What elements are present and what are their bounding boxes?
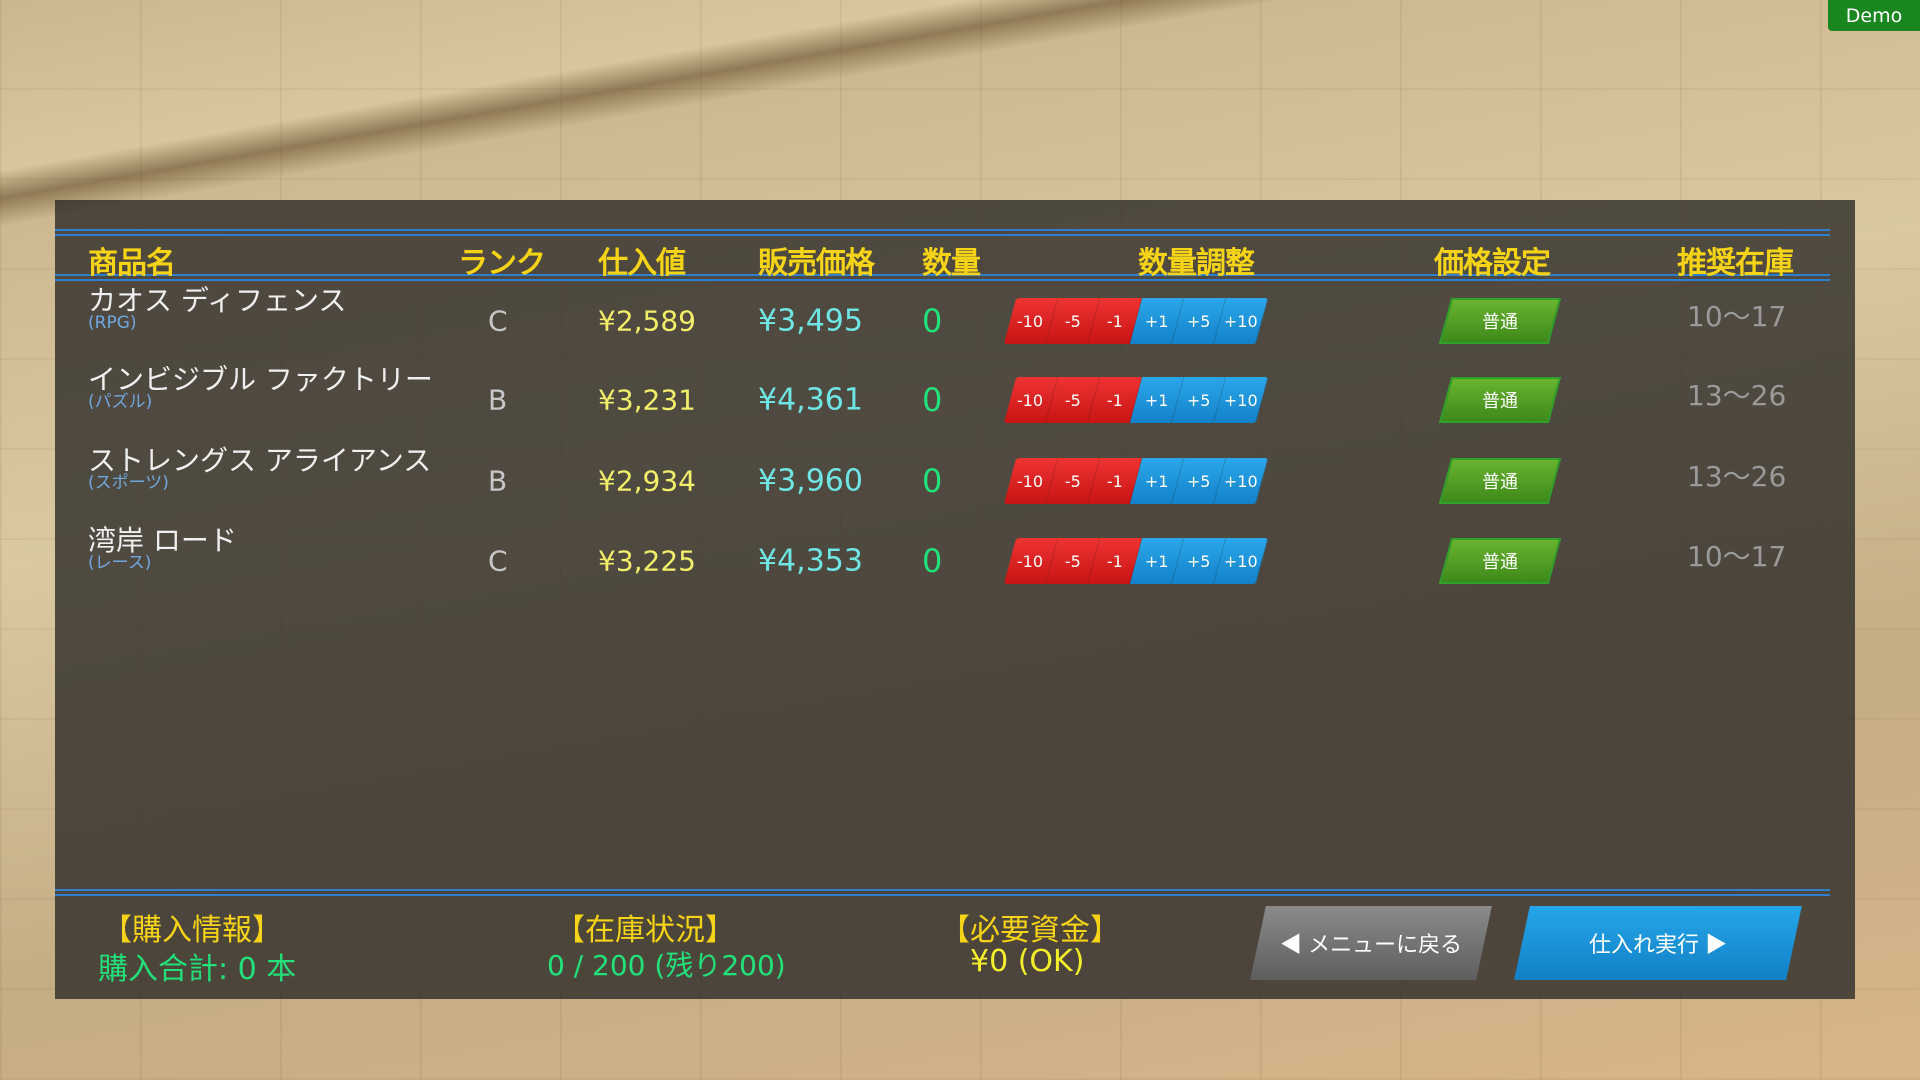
item-price: ¥3,960	[758, 463, 863, 499]
required-funds: ¥0 (OK)	[970, 944, 1085, 979]
item-cost: ¥2,934	[598, 464, 696, 498]
item-rank: C	[488, 304, 508, 338]
qty-adjust-label: +1	[1144, 471, 1169, 491]
qty-adjust-label: +1	[1144, 390, 1169, 410]
header-recommended: 推奨在庫	[1677, 246, 1794, 281]
item-rank: B	[488, 383, 508, 417]
demo-badge: Demo	[1828, 0, 1920, 31]
qty-adjust-group: -10 -5 -1 +1 +5 +10	[1003, 298, 1269, 344]
qty-adjust-label: +5	[1186, 311, 1211, 331]
qty-adjust-label: -10	[1017, 551, 1044, 571]
recommended-stock: 10～17	[1687, 540, 1787, 573]
header-adjust: 数量調整	[1138, 246, 1255, 281]
qty-adjust-label: +10	[1223, 551, 1258, 571]
header-price: 販売価格	[758, 246, 875, 281]
qty-adjust-label: -10	[1017, 390, 1044, 410]
item-qty: 0	[922, 462, 943, 500]
divider	[55, 274, 1830, 276]
item-name: インビジブル ファクトリー (パズル)	[88, 366, 433, 411]
qty-adjust-label: +5	[1186, 471, 1211, 491]
item-name: 湾岸 ロード (レース)	[88, 527, 237, 572]
item-name: ストレングス アライアンス (スポーツ)	[88, 447, 431, 492]
qty-adjust-label: +10	[1223, 311, 1258, 331]
stock-status: 0 / 200 (残り200)	[547, 949, 786, 982]
price-setting-button[interactable]: 普通	[1438, 538, 1562, 584]
execute-purchase-button[interactable]: 仕入れ実行 ▶	[1514, 906, 1802, 980]
price-setting-button[interactable]: 普通	[1438, 458, 1562, 504]
qty-adjust-label: -1	[1106, 390, 1123, 410]
price-setting-label: 普通	[1482, 312, 1518, 333]
qty-adjust-label: -5	[1064, 471, 1081, 491]
item-price: ¥4,361	[758, 382, 863, 418]
qty-adjust-label: +10	[1223, 471, 1258, 491]
price-setting-label: 普通	[1482, 391, 1518, 412]
qty-adjust-label: -5	[1064, 311, 1081, 331]
qty-adjust-label: +5	[1186, 390, 1211, 410]
recommended-stock: 10～17	[1687, 300, 1787, 333]
item-qty: 0	[922, 381, 943, 419]
divider	[55, 234, 1830, 236]
item-title: インビジブル ファクトリー	[88, 363, 433, 396]
header-name: 商品名	[88, 246, 176, 281]
item-genre: (レース)	[88, 553, 152, 573]
qty-adjust-label: -1	[1106, 471, 1123, 491]
qty-adjust-group: -10 -5 -1 +1 +5 +10	[1003, 458, 1269, 504]
qty-adjust-label: -10	[1017, 311, 1044, 331]
item-cost: ¥2,589	[598, 304, 696, 338]
item-genre: (RPG)	[88, 313, 137, 333]
qty-adjust-label: -1	[1106, 311, 1123, 331]
divider	[55, 889, 1830, 891]
purchase-panel	[55, 200, 1855, 999]
purchase-info-label: 【購入情報】	[102, 913, 282, 948]
qty-adjust-label: +1	[1144, 311, 1169, 331]
divider	[55, 279, 1830, 281]
item-qty: 0	[922, 542, 943, 580]
header-cost: 仕入値	[598, 246, 686, 281]
qty-adjust-label: -5	[1064, 551, 1081, 571]
item-title: カオス ディフェンス	[88, 284, 347, 317]
divider	[55, 894, 1830, 896]
qty-adjust-group: -10 -5 -1 +1 +5 +10	[1003, 377, 1269, 423]
item-genre: (パズル)	[88, 392, 153, 412]
required-funds-label: 【必要資金】	[940, 913, 1120, 948]
qty-adjust-label: +10	[1223, 390, 1258, 410]
purchase-total: 購入合計: 0 本	[98, 952, 297, 987]
item-name: カオス ディフェンス (RPG)	[88, 287, 346, 332]
qty-adjust-label: +1	[1144, 551, 1169, 571]
qty-adjust-group: -10 -5 -1 +1 +5 +10	[1003, 538, 1269, 584]
item-price: ¥4,353	[758, 543, 863, 579]
qty-adjust-label: +5	[1186, 551, 1211, 571]
header-rank: ランク	[458, 246, 546, 281]
qty-adjust-label: -5	[1064, 390, 1081, 410]
back-to-menu-label: ◀ メニューに戻る	[1279, 932, 1463, 957]
item-genre: (スポーツ)	[88, 473, 169, 493]
qty-adjust-label: -1	[1106, 551, 1123, 571]
execute-purchase-label: 仕入れ実行 ▶	[1588, 932, 1728, 957]
back-to-menu-button[interactable]: ◀ メニューに戻る	[1250, 906, 1492, 980]
divider	[55, 229, 1830, 231]
recommended-stock: 13～26	[1687, 460, 1787, 493]
item-rank: C	[488, 544, 508, 578]
stock-status-label: 【在庫状況】	[555, 913, 735, 948]
item-cost: ¥3,225	[598, 544, 696, 578]
item-qty: 0	[922, 302, 943, 340]
recommended-stock: 13～26	[1687, 379, 1787, 412]
header-qty: 数量	[922, 246, 981, 281]
price-setting-button[interactable]: 普通	[1438, 377, 1562, 423]
item-rank: B	[488, 464, 508, 498]
qty-adjust-label: -10	[1017, 471, 1044, 491]
price-setting-label: 普通	[1482, 552, 1518, 573]
item-price: ¥3,495	[758, 303, 863, 339]
item-title: ストレングス アライアンス	[88, 444, 432, 477]
header-price-setting: 価格設定	[1434, 246, 1551, 281]
item-cost: ¥3,231	[598, 383, 696, 417]
price-setting-button[interactable]: 普通	[1438, 298, 1562, 344]
price-setting-label: 普通	[1482, 472, 1518, 493]
item-title: 湾岸 ロード	[88, 524, 237, 557]
